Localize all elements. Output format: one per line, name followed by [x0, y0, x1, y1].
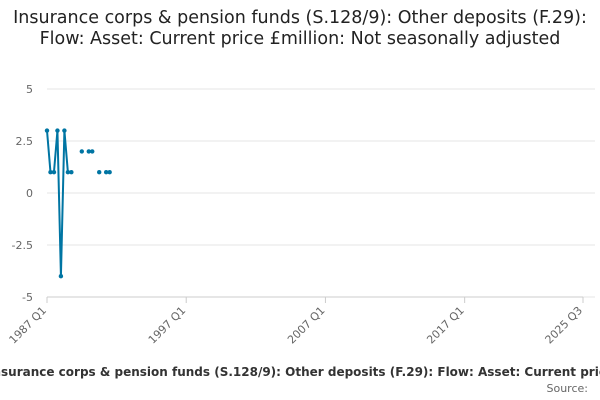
data-point: [44, 128, 50, 133]
data-point: [79, 149, 85, 154]
y-tick-label: -2.5: [12, 239, 33, 252]
x-tick-label: 1997 Q1: [146, 304, 189, 347]
y-tick-label: 5: [26, 83, 33, 96]
gridlines: [47, 88, 595, 298]
series-layer: [44, 128, 112, 279]
x-tick-label: 2007 Q1: [285, 304, 328, 347]
chart-title: Insurance corps & pension funds (S.128/9…: [13, 8, 587, 49]
data-point: [69, 170, 74, 175]
y-tick-label: 2.5: [16, 135, 34, 148]
data-point: [97, 170, 102, 175]
data-point: [51, 170, 57, 175]
data-point: [55, 128, 60, 133]
data-point: [58, 274, 64, 279]
y-tick-label: 0: [26, 187, 33, 200]
source-label: Source:: [546, 382, 589, 395]
legend-series-label: Insurance corps & pension funds (S.128/9…: [0, 365, 600, 379]
legend: Insurance corps & pension funds (S.128/9…: [0, 365, 600, 381]
data-point: [86, 149, 91, 154]
y-tick-label: -5: [22, 291, 33, 304]
x-tick-label: 2017 Q1: [424, 304, 467, 347]
x-tick-label: 2025 Q3: [543, 304, 586, 347]
data-point: [48, 170, 53, 175]
series-line: [46, 129, 72, 278]
data-point: [107, 170, 112, 175]
x-tick-label: 1987 Q1: [7, 304, 50, 347]
data-point: [103, 170, 109, 175]
data-point: [90, 149, 95, 154]
data-point: [65, 170, 71, 175]
data-point: [62, 128, 67, 133]
